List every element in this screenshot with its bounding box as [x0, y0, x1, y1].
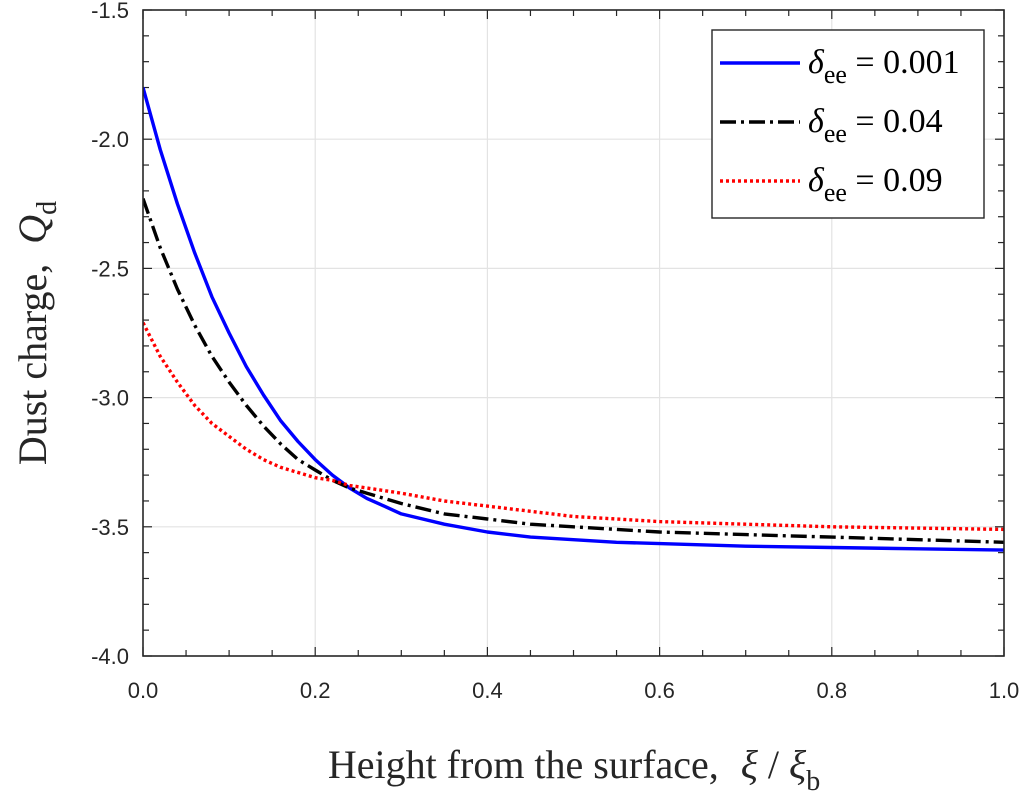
series-line-1: [143, 87, 1004, 552]
x-tick-label: 0.0: [128, 678, 159, 703]
legend: δee = 0.001 δee = 0.04 δee = 0.09: [711, 29, 985, 219]
x-tick-labels: 0.0 0.2 0.4 0.6 0.8 1.0: [128, 678, 1020, 703]
x-tick-label: 0.4: [472, 678, 503, 703]
series-line-2: [143, 198, 1004, 544]
y-tick-label: -4.0: [91, 644, 129, 669]
y-tick-label: -1.5: [91, 0, 129, 23]
x-axis-title: Height from the surface, ξ / ξb: [328, 742, 820, 797]
series-line-3: [143, 321, 1004, 532]
x-tick-label: 0.8: [817, 678, 848, 703]
y-axis-title: Dust charge,Qd: [10, 201, 63, 465]
y-tick-label: -2.5: [91, 256, 129, 281]
series-lines: [143, 87, 1004, 552]
x-tick-label: 0.6: [644, 678, 675, 703]
legend-label: δee = 0.001: [808, 44, 960, 89]
plot-frame: [142, 9, 1005, 657]
y-tick-label: -3.0: [91, 386, 129, 411]
legend-label: δee = 0.09: [808, 162, 943, 207]
legend-label: δee = 0.04: [808, 103, 943, 148]
x-tick-label: 1.0: [989, 678, 1020, 703]
y-tick-labels: -4.0 -3.5 -3.0 -2.5 -2.0 -1.5: [91, 0, 129, 669]
x-tick-label: 0.2: [300, 678, 331, 703]
y-tick-label: -3.5: [91, 515, 129, 540]
y-tick-label: -2.0: [91, 127, 129, 152]
